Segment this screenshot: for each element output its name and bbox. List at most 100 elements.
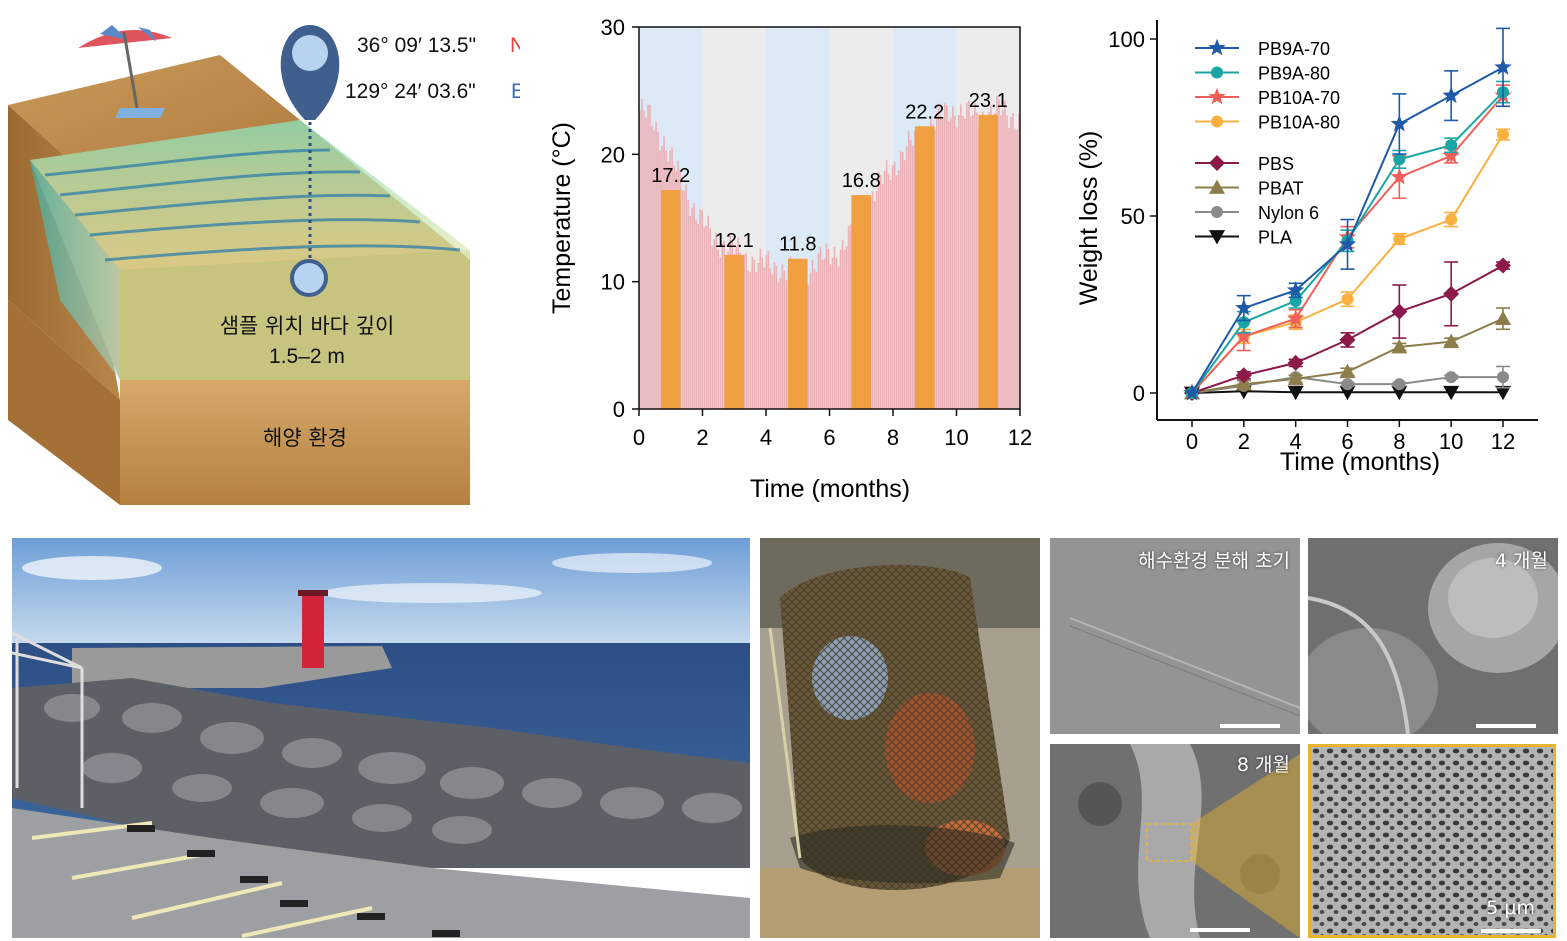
daily-temp-bar	[1010, 117, 1012, 409]
legend-entry: PBAT	[1195, 179, 1304, 199]
sample-net-bag-photo	[760, 538, 1040, 938]
daily-temp-bar	[687, 200, 689, 409]
daily-temp-bar	[948, 121, 950, 410]
data-point	[1341, 378, 1354, 391]
daily-temp-bar	[887, 173, 890, 409]
sem-4-months-label: 4 개월	[1494, 550, 1548, 572]
daily-temp-bar	[697, 223, 699, 409]
latitude-direction: N	[510, 34, 520, 57]
daily-temp-bar	[829, 264, 832, 409]
daily-temp-bar	[781, 263, 784, 409]
daily-temp-bar	[689, 215, 691, 409]
wheel-stops	[127, 825, 460, 937]
data-point	[1495, 385, 1511, 401]
daily-temp-bar	[911, 145, 914, 409]
y-tick-label: 100	[1108, 27, 1145, 52]
legend-label: Nylon 6	[1258, 203, 1319, 223]
daily-temp-bar	[809, 272, 812, 409]
x-tick-label: 12	[1491, 429, 1515, 454]
daily-temp-bar	[881, 183, 884, 409]
daily-temp-bar	[825, 243, 828, 409]
daily-temp-bar	[683, 190, 685, 409]
daily-temp-bar	[721, 243, 724, 409]
daily-temp-bar	[705, 225, 707, 409]
data-point	[1443, 285, 1460, 302]
daily-temp-bar	[1004, 100, 1006, 410]
temperature-chart-svg: 17.2 12.1 11.8 16.8 22.2 23.1 0 2 4 6 8 10 12 0 10 20 3…	[548, 15, 1033, 503]
weight-loss-axes: 0 2 4 6 8 10 12 0 50 100	[1108, 20, 1538, 454]
daily-temp-bar	[895, 175, 898, 409]
daily-temp-bar	[775, 265, 778, 409]
daily-temp-bar	[823, 258, 826, 409]
daily-temp-bar	[827, 248, 830, 409]
legend-label: PBAT	[1258, 179, 1304, 199]
daily-temp-bar	[960, 104, 962, 409]
monthly-mean-bar	[724, 254, 745, 409]
daily-temp-bar	[755, 271, 758, 409]
y-tick-label: 10	[601, 270, 625, 295]
data-point	[1391, 385, 1408, 401]
daily-temp-bar	[767, 250, 770, 409]
daily-temp-bar	[877, 171, 880, 409]
daily-temp-bar	[745, 253, 748, 409]
temperature-axes: 0 2 4 6 8 10 12 0 10 20 30	[601, 15, 1033, 450]
daily-temp-bar	[941, 118, 944, 409]
daily-temp-bar	[1000, 114, 1002, 409]
daily-temp-bar	[933, 129, 936, 409]
daily-temp-bar	[976, 112, 978, 409]
y-tick-label: 0	[1133, 381, 1145, 406]
sem-scale-label: 5 μm	[1486, 897, 1535, 919]
daily-temp-bar	[685, 184, 687, 409]
daily-temp-bar	[970, 116, 972, 409]
data-point	[1287, 354, 1304, 371]
daily-temp-bar	[909, 139, 912, 409]
temperature-chart: 17.2 12.1 11.8 16.8 22.2 23.1 0 2 4 6 8 10 12 0 10 20 3…	[530, 0, 1040, 510]
data-point	[1391, 303, 1408, 320]
daily-temp-bar	[954, 115, 956, 409]
data-point	[1393, 233, 1406, 246]
legend-marker	[1208, 38, 1226, 56]
y-tick-label: 50	[1121, 204, 1145, 229]
daily-temp-bar	[813, 268, 816, 409]
daily-temp-bar	[907, 131, 910, 409]
data-point	[1235, 367, 1252, 384]
legend-marker	[1209, 155, 1225, 171]
weight-loss-ylabel: Weight loss (%)	[1075, 131, 1103, 306]
legend-entry: PB10A-70	[1195, 87, 1340, 108]
temperature-xlabel: Time (months)	[750, 475, 910, 503]
data-point	[1391, 338, 1408, 354]
daily-temp-bar	[747, 270, 750, 409]
sem-8-months: 8 개월	[1050, 744, 1300, 938]
daily-temp-bar	[972, 115, 974, 409]
data-point	[1287, 370, 1304, 386]
daily-temp-bar	[883, 170, 886, 409]
series-pb9a-70	[1183, 27, 1512, 401]
daily-temp-bar	[833, 247, 836, 409]
x-tick-label: 8	[1393, 429, 1405, 454]
y-tick-label: 0	[613, 397, 625, 422]
data-point	[1497, 128, 1509, 141]
monthly-mean-label: 12.1	[715, 230, 754, 252]
daily-temp-bar	[835, 258, 838, 409]
x-tick-label: 10	[944, 425, 968, 450]
legend-label: PB9A-70	[1258, 39, 1330, 59]
monthly-mean-label: 22.2	[905, 101, 944, 123]
daily-temp-bar	[807, 284, 810, 409]
data-point	[1235, 376, 1252, 391]
data-point	[1443, 333, 1460, 349]
daily-temp-bar	[1012, 113, 1014, 409]
daily-temp-bar	[897, 170, 900, 409]
monthly-mean-label: 23.1	[969, 90, 1008, 112]
daily-temp-bar	[655, 121, 657, 409]
monthly-mean-bar	[660, 189, 681, 409]
x-tick-label: 2	[696, 425, 708, 450]
coastal-site-svg: 36° 09′ 13.5" N 129° 24′ 03.6" E 샘플 위치 바…	[8, 25, 520, 505]
monthly-mean-label: 16.8	[842, 170, 881, 192]
legend-marker	[1208, 87, 1226, 105]
location-pin-icon	[280, 25, 340, 297]
sem-4-months: 4 개월	[1308, 538, 1558, 734]
data-point	[1339, 363, 1356, 379]
daily-temp-bar	[761, 257, 764, 409]
depth-label: 샘플 위치 바다 깊이	[220, 314, 395, 338]
daily-temp-bar	[839, 249, 842, 409]
